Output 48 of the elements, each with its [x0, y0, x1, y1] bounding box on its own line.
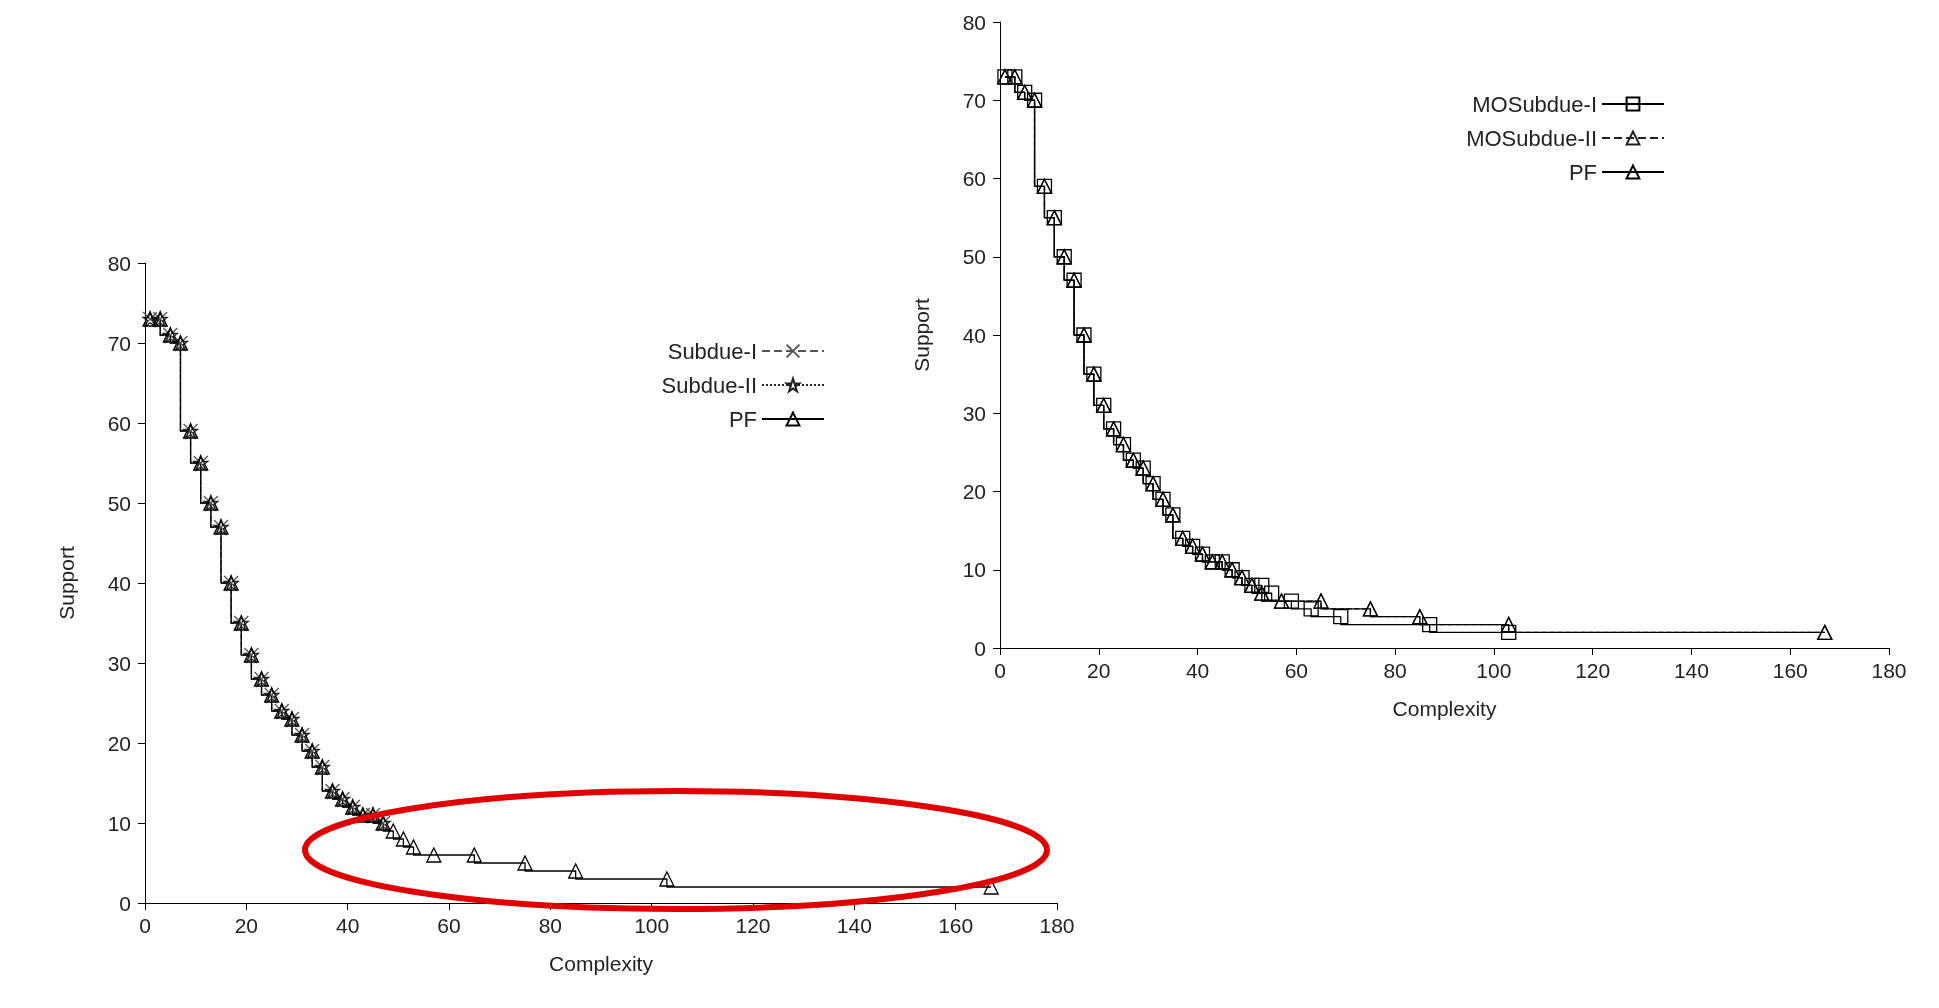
x-tick-label: 20 [234, 914, 259, 937]
legend-label: MOSubdue-I [1472, 91, 1597, 117]
y-tick-label: 0 [119, 891, 131, 915]
y-axis-title: Support [910, 298, 933, 372]
x-tick-label: 100 [1476, 659, 1512, 682]
y-tick-label: 50 [962, 245, 986, 269]
x-tick-label: 60 [1284, 659, 1309, 682]
x-tick-label: 40 [335, 914, 360, 937]
y-tick-label: 40 [962, 323, 986, 347]
y-tick-label: 80 [962, 10, 986, 34]
y-tick-label: 60 [107, 411, 131, 435]
x-tick-label: 80 [1383, 659, 1407, 682]
x-tick-label: 120 [735, 914, 771, 937]
y-tick-label: 0 [974, 636, 986, 660]
x-tick-label: 40 [1185, 659, 1210, 682]
x-tick-label: 160 [938, 914, 974, 937]
y-tick-label: 40 [107, 571, 131, 595]
x-tick-label: 80 [538, 914, 563, 937]
x-tick-label: 0 [139, 914, 151, 937]
legend-label: Subdue-I [667, 338, 757, 364]
x-tick-label: 0 [994, 659, 1006, 682]
y-tick-label: 10 [962, 558, 986, 582]
y-tick-label: 30 [962, 401, 986, 425]
x-tick-label: 60 [437, 914, 461, 937]
y-tick-label: 30 [107, 651, 131, 675]
legend-label: PF [1568, 159, 1597, 185]
y-tick-label: 50 [107, 491, 131, 515]
x-tick-label: 140 [836, 914, 872, 937]
y-axis-title: Support [55, 546, 78, 620]
x-tick-label: 180 [1871, 659, 1907, 682]
x-tick-label: 180 [1039, 914, 1075, 937]
legend-label: Subdue-II [661, 372, 757, 398]
x-tick-label: 100 [634, 914, 670, 937]
y-tick-label: 20 [107, 731, 131, 755]
y-tick-label: 20 [962, 480, 986, 503]
legend-label: MOSubdue-II [1466, 125, 1597, 151]
x-axis-title: Complexity [1392, 697, 1497, 720]
y-tick-label: 80 [107, 251, 131, 275]
y-tick-label: 10 [107, 811, 131, 835]
y-tick-label: 70 [107, 331, 131, 355]
x-tick-label: 20 [1087, 659, 1111, 682]
y-tick-label: 70 [962, 88, 986, 112]
x-axis-title: Complexity [549, 952, 654, 975]
y-tick-label: 60 [962, 167, 986, 190]
x-tick-label: 120 [1575, 659, 1611, 682]
x-tick-label: 140 [1673, 659, 1709, 682]
legend-label: PF [728, 406, 757, 432]
x-tick-label: 160 [1772, 659, 1808, 682]
